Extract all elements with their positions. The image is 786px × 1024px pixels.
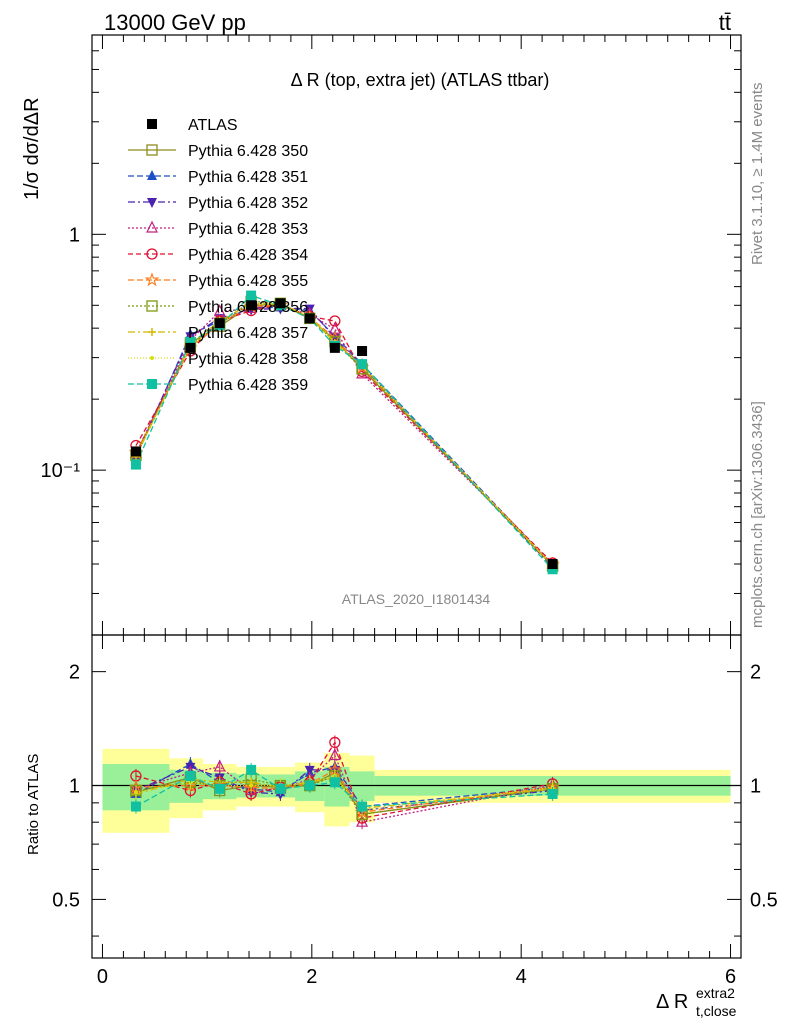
legend-label-0: Pythia 6.428 350 (188, 143, 308, 160)
rivet-label: Rivet 3.1.10, ≥ 1.4M events (749, 83, 766, 266)
legend-label-4: Pythia 6.428 354 (188, 247, 308, 264)
legend-label-1: Pythia 6.428 351 (188, 169, 308, 186)
main-line-series-4 (135, 303, 554, 564)
axes: 0 2 4 6 10⁻¹ 1 0.5 0.5 1 1 2 2 (41, 34, 778, 988)
main-ylabel-text: 1/σ dσ/dΔR (21, 97, 43, 200)
mcplots-label: mcplots.cern.ch [arXiv:1306.3436] (749, 401, 766, 628)
atlas-point-7 (357, 346, 368, 357)
plot-title: Δ R (top, extra jet) (ATLAS ttbar) (291, 70, 550, 90)
y-tick-label: 1 (69, 224, 80, 246)
main-panel-series (128, 290, 560, 575)
legend-marker-9 (147, 379, 157, 389)
ratio-point-s9-5 (304, 780, 315, 791)
legend: ATLAS Pythia 6.428 350 Pythia 6.428 351 Pyt… (128, 117, 308, 394)
main-line-series-9 (135, 294, 554, 570)
ratio-point-s9-4 (275, 783, 286, 794)
ratio-point-s9-1 (185, 770, 196, 781)
x-tick-label: 0 (97, 966, 108, 988)
ratio-point-s2-5 (304, 765, 315, 776)
ratio-point-s3-2 (213, 759, 226, 772)
legend-marker-8 (150, 356, 154, 360)
legend-label-8: Pythia 6.428 358 (188, 351, 308, 368)
x-axis-label-sup: extra2 (696, 985, 735, 1001)
legend-marker-0 (146, 144, 158, 156)
atlas-point-6 (329, 342, 340, 353)
main-line-series-1 (135, 306, 554, 566)
ratio-point-s9-8 (547, 788, 558, 799)
main-point-s9-8 (547, 564, 558, 575)
main-line-series-2 (135, 307, 554, 568)
x-tick-label: 6 (725, 966, 736, 988)
main-line-series-3 (135, 304, 554, 565)
atlas-point-8 (547, 559, 558, 570)
ratio-tick-label-left: 2 (69, 662, 80, 684)
ratio-point-s3-6 (328, 748, 341, 761)
ratio-tick-label-right: 2 (750, 662, 761, 684)
atlas-point-5 (304, 313, 315, 324)
ratio-tick-label-left: 0.5 (52, 889, 80, 911)
y-tick-label: 10⁻¹ (41, 460, 81, 482)
ratio-tick-label-right: 1 (750, 776, 761, 798)
atlas-point-3 (246, 300, 257, 311)
ratio-line-series-4 (135, 740, 553, 819)
legend-marker-2 (147, 198, 157, 208)
main-ylabel: 1/σ dσ/dΔR (21, 97, 43, 200)
ratio-point-s3-7 (356, 814, 369, 827)
atlas-point-4 (275, 298, 286, 309)
analysis-watermark: ATLAS_2020_I1801434 (342, 591, 491, 607)
main-point-s4-6 (329, 315, 341, 327)
x-tick-label: 2 (306, 966, 317, 988)
ratio-tick-label-left: 1 (69, 776, 80, 798)
x-axis-label: Δ R extra2 t,close (656, 985, 737, 1019)
ratio-point-s9-2 (214, 783, 225, 794)
main-line-series-6 (135, 300, 554, 567)
x-axis-label-main: Δ R (656, 991, 688, 1013)
ratio-point-s9-0 (130, 801, 141, 812)
ratio-line-series-3 (135, 754, 553, 823)
legend-label-7: Pythia 6.428 357 (188, 325, 308, 342)
main-point-s9-0 (130, 459, 141, 470)
main-point-s9-1 (185, 336, 196, 347)
x-tick-label: 4 (516, 966, 527, 988)
ratio-line-series-6 (135, 775, 553, 815)
legend-marker-5 (144, 272, 160, 287)
legend-label-6: Pythia 6.428 356 (188, 299, 308, 316)
legend-label-5: Pythia 6.428 355 (188, 273, 308, 290)
legend-marker-6 (146, 300, 158, 312)
main-point-s9-3 (246, 290, 257, 301)
legend-label-9: Pythia 6.428 359 (188, 377, 308, 394)
ratio-point-s9-7 (357, 801, 368, 812)
x-axis-label-sub: t,close (696, 1003, 737, 1019)
ratio-point-s8-3 (249, 783, 254, 788)
ratio-ylabel: Ratio to ATLAS (25, 754, 42, 855)
legend-marker-atlas (147, 119, 157, 129)
legend-label-2: Pythia 6.428 352 (188, 195, 308, 212)
ratio-panel-series (128, 735, 560, 830)
ratio-point-s9-3 (246, 764, 257, 775)
energy-label: 13000 GeV pp (104, 10, 246, 35)
legend-label-3: Pythia 6.428 353 (188, 221, 308, 238)
ratio-tick-label-right: 0.5 (750, 889, 778, 911)
ratio-point-s4-6 (329, 736, 341, 749)
atlas-point-0 (130, 446, 141, 457)
process-label: tt̄ (719, 10, 731, 35)
atlas-point-1 (185, 342, 196, 353)
legend-marker-7 (148, 328, 156, 336)
atlas-point-2 (214, 318, 225, 329)
ratio-point-s8-0 (133, 790, 138, 795)
legend-marker-1 (147, 170, 157, 180)
legend-label-atlas: ATLAS (188, 117, 238, 134)
ratio-point-s9-6 (329, 777, 340, 788)
legend-marker-4 (146, 248, 158, 260)
main-point-s9-7 (357, 359, 368, 370)
legend-marker-3 (146, 220, 158, 233)
